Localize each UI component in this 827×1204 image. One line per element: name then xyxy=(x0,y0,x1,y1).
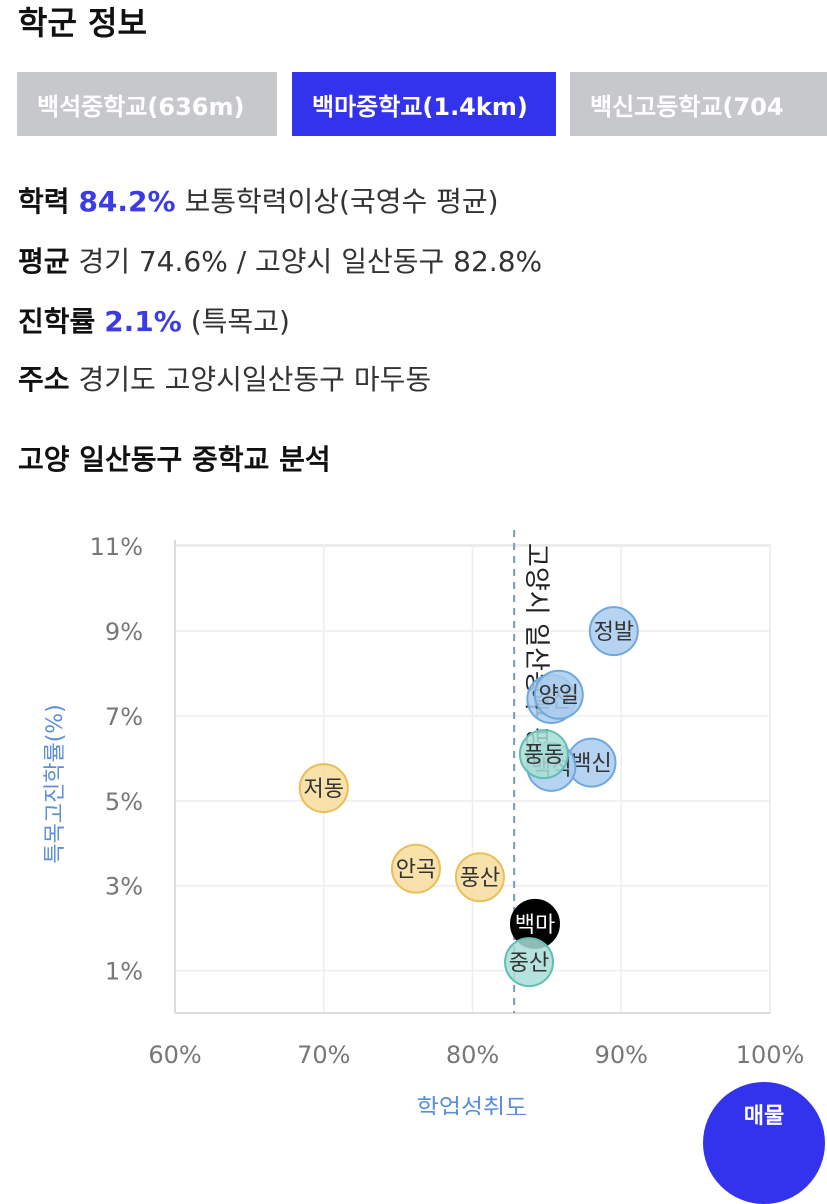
tab-baekma-middle[interactable]: 백마중학교(1.4km) xyxy=(292,72,556,136)
tab-label: 백신고등학교(704 xyxy=(590,92,784,121)
advance-row: 진학률 2.1% (특목고) xyxy=(18,300,290,340)
y-tick-label: 3% xyxy=(105,873,143,901)
y-axis-label: 특목고진학률(%) xyxy=(43,704,68,864)
school-tabs: 백석중학교(636m) 백마중학교(1.4km) 백신고등학교(704 xyxy=(17,72,827,136)
point-label: 저동 xyxy=(304,777,344,802)
average-key: 평균 xyxy=(18,245,70,278)
advance-value: 2.1% xyxy=(104,305,182,338)
point-marker xyxy=(454,852,505,903)
academic-row: 학력 84.2% 보통학력이상(국영수 평균) xyxy=(18,180,499,220)
tab-baekseok-middle[interactable]: 백석중학교(636m) xyxy=(17,72,277,136)
point-marker xyxy=(588,606,639,657)
point-label: 백마 xyxy=(515,913,555,938)
point-label: 안곡 xyxy=(396,858,436,883)
point-label: 풍산 xyxy=(460,866,500,891)
x-tick-label: 70% xyxy=(297,1041,350,1069)
y-tick-label: 9% xyxy=(105,618,143,646)
tab-label: 백석중학교(636m) xyxy=(37,92,245,121)
academic-desc: 보통학력이상(국영수 평균) xyxy=(184,185,499,218)
x-tick-label: 80% xyxy=(446,1041,499,1069)
advance-desc: (특목고) xyxy=(190,305,290,338)
tab-baeksin-high[interactable]: 백신고등학교(704 xyxy=(570,72,827,136)
point-label: 백신 xyxy=(571,752,611,777)
scatter-chart: 11% 9% 7% 5% 3% 1% 60% 70% 80% 90% 100% 학업성취도 특목고진학률… xyxy=(43,530,805,1115)
point-marker xyxy=(504,937,555,988)
point-marker xyxy=(390,843,441,894)
listing-fab-button[interactable]: 매물 xyxy=(703,1082,825,1204)
academic-value: 84.2% xyxy=(78,185,176,218)
section-title: 학군 정보 xyxy=(18,4,147,42)
point-label: 양일 xyxy=(539,684,579,709)
y-tick-label: 1% xyxy=(105,958,143,986)
x-tick-label: 90% xyxy=(595,1041,648,1069)
y-tick-label: 11% xyxy=(90,533,143,561)
address-key: 주소 xyxy=(18,363,70,396)
point-marker xyxy=(533,669,584,720)
x-tick-label: 60% xyxy=(148,1041,201,1069)
address-text: 경기도 고양시일산동구 마두동 xyxy=(78,363,432,396)
analysis-title: 고양 일산동구 중학교 분석 xyxy=(18,443,331,476)
academic-key: 학력 xyxy=(18,185,70,218)
average-row: 평균 경기 74.6% / 고양시 일산동구 82.8% xyxy=(18,240,542,280)
address-row: 주소 경기도 고양시일산동구 마두동 xyxy=(18,358,431,398)
point-label: 풍동 xyxy=(524,743,564,768)
average-text: 경기 74.6% / 고양시 일산동구 82.8% xyxy=(78,245,543,278)
y-tick-label: 7% xyxy=(105,703,143,731)
fab-label: 매물 xyxy=(743,1104,785,1129)
x-axis-label: 학업성취도 xyxy=(417,1094,527,1115)
x-tick-label: 100% xyxy=(736,1041,805,1069)
point-label: 정발 xyxy=(594,620,634,645)
tab-label: 백마중학교(1.4km) xyxy=(312,92,528,121)
point-label: 중산 xyxy=(509,951,549,976)
point-marker xyxy=(518,729,569,780)
point-marker xyxy=(298,763,349,814)
advance-key: 진학률 xyxy=(18,305,96,338)
y-tick-label: 5% xyxy=(105,788,143,816)
